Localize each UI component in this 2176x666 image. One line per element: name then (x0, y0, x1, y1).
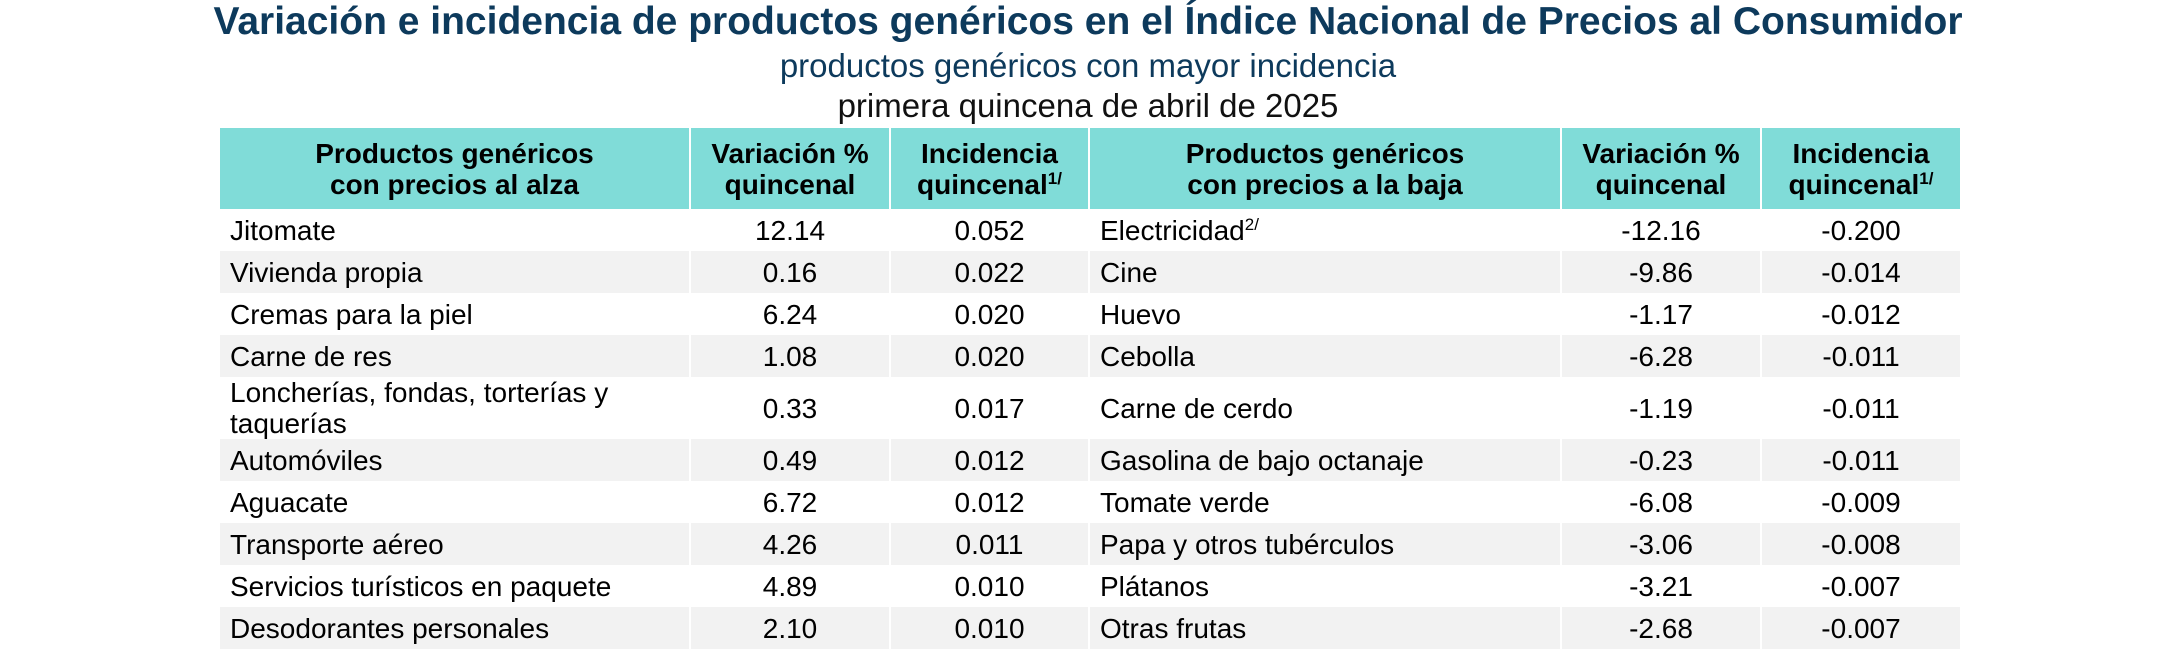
table-cell: 0.011 (889, 523, 1089, 565)
column-header: Incidencia quincenal1/ (889, 128, 1089, 209)
table-cell: Vivienda propia (218, 251, 690, 293)
table-cell: -0.014 (1760, 251, 1960, 293)
table-row: Loncherías, fondas, torterías y taquería… (218, 377, 1960, 439)
table-cell: -0.007 (1760, 607, 1960, 649)
table-row: Automóviles 0.49 0.012 Gasolina de bajo oct… (218, 439, 1960, 481)
period: primera quincena de abril de 2025 (837, 87, 1339, 124)
footnote-ref: 1/ (1047, 168, 1062, 188)
table-cell: Plátanos (1088, 565, 1561, 607)
cell-text: Variación % quincenal (1582, 137, 1740, 200)
table-cell: 12.14 (689, 209, 890, 251)
table-cell: Jitomate (218, 209, 690, 251)
table-cell: Automóviles (218, 439, 690, 481)
table-cell: -0.007 (1760, 565, 1960, 607)
cell-text: Electricidad (1100, 214, 1245, 246)
table-cell: 0.49 (689, 439, 890, 481)
header-row: Productos genéricos con precios al alza V… (218, 128, 1960, 209)
cell-text: Incidencia quincenal (917, 137, 1058, 200)
table-cell: 6.72 (689, 481, 890, 523)
table-cell: -1.19 (1560, 377, 1761, 439)
table-cell: -0.012 (1760, 293, 1960, 335)
table-cell: -0.011 (1760, 377, 1960, 439)
footnote-ref: 1/ (1919, 168, 1934, 188)
column-header: Productos genéricos con precios a la baj… (1088, 128, 1561, 209)
table-cell: -0.009 (1760, 481, 1960, 523)
table-cell: 0.017 (889, 377, 1089, 439)
table-cell: Huevo (1088, 293, 1561, 335)
table-cell: Aguacate (218, 481, 690, 523)
table-cell: 0.020 (889, 293, 1089, 335)
table-row: Carne de res 1.08 0.020 Cebolla -6.28 -0.011 (218, 335, 1960, 377)
table-cell: -6.08 (1560, 481, 1761, 523)
table-cell: 0.022 (889, 251, 1089, 293)
table-row: Desodorantes personales 2.10 0.010 Otras fr… (218, 607, 1960, 649)
table-cell: 0.33 (689, 377, 890, 439)
table-cell: Electricidad2/ (1088, 209, 1561, 251)
table-cell: -9.86 (1560, 251, 1761, 293)
table-row: Cremas para la piel 6.24 0.020 Huevo -1.17 -0… (218, 293, 1960, 335)
cell-text: Productos genéricos con precios al alza (315, 137, 594, 200)
table-cell: 0.010 (889, 565, 1089, 607)
table-cell: Papa y otros tubérculos (1088, 523, 1561, 565)
table-row: Transporte aéreo 4.26 0.011 Papa y otros tu… (218, 523, 1960, 565)
table-row: Aguacate 6.72 0.012 Tomate verde -6.08 -0.009 (218, 481, 1960, 523)
table-row: Vivienda propia 0.16 0.022 Cine -9.86 -0.014 (218, 251, 1960, 293)
table-cell: 0.012 (889, 439, 1089, 481)
footnote-ref: 2/ (1244, 214, 1259, 234)
table-cell: Gasolina de bajo octanaje (1088, 439, 1561, 481)
table-cell: 2.10 (689, 607, 890, 649)
table-cell: 0.052 (889, 209, 1089, 251)
table-cell: Tomate verde (1088, 481, 1561, 523)
table-cell: 4.89 (689, 565, 890, 607)
table-cell: 0.010 (889, 607, 1089, 649)
cell-text: Productos genéricos con precios a la baj… (1185, 137, 1465, 200)
table-cell: -0.200 (1760, 209, 1960, 251)
column-header: Variación % quincenal (689, 128, 890, 209)
table-cell: Transporte aéreo (218, 523, 690, 565)
subtitle: productos genéricos con mayor incidencia (779, 47, 1397, 84)
table-cell: 0.16 (689, 251, 890, 293)
table-cell: Cine (1088, 251, 1561, 293)
table-cell: 6.24 (689, 293, 890, 335)
table-cell: Servicios turísticos en paquete (218, 565, 690, 607)
table-cell: Cremas para la piel (218, 293, 690, 335)
column-header: Variación % quincenal (1560, 128, 1761, 209)
table-cell: -0.008 (1760, 523, 1960, 565)
table-cell: -0.011 (1760, 335, 1960, 377)
table-cell: -1.17 (1560, 293, 1761, 335)
table-row: Jitomate 12.14 0.052 Electricidad2/-12.16 -0… (218, 209, 1960, 251)
column-header: Incidencia quincenal1/ (1760, 128, 1960, 209)
table-cell: Carne de cerdo (1088, 377, 1561, 439)
table-cell: 0.012 (889, 481, 1089, 523)
table-cell: -0.011 (1760, 439, 1960, 481)
cell-text: Incidencia quincenal (1788, 137, 1930, 200)
table-cell: -3.21 (1560, 565, 1761, 607)
table-cell: -12.16 (1560, 209, 1761, 251)
title: Variación e incidencia de productos gené… (213, 0, 1963, 43)
table-cell: 4.26 (689, 523, 890, 565)
table-cell: -3.06 (1560, 523, 1761, 565)
table-cell: -0.23 (1560, 439, 1761, 481)
table-row: Servicios turísticos en paquete 4.89 0.010… (218, 565, 1960, 607)
cell-text: Variación % quincenal (711, 137, 869, 200)
table-cell: Otras frutas (1088, 607, 1561, 649)
data-table: Productos genéricos con precios al alza V… (218, 128, 1960, 649)
table-cell: Desodorantes personales (218, 607, 690, 649)
table-cell: -2.68 (1560, 607, 1761, 649)
table-cell: 1.08 (689, 335, 890, 377)
table-cell: Carne de res (218, 335, 690, 377)
table-cell: Loncherías, fondas, torterías y taquería… (218, 377, 690, 439)
column-header: Productos genéricos con precios al alza (218, 128, 690, 209)
table-cell: -6.28 (1560, 335, 1761, 377)
table-cell: 0.020 (889, 335, 1089, 377)
table-cell: Cebolla (1088, 335, 1561, 377)
